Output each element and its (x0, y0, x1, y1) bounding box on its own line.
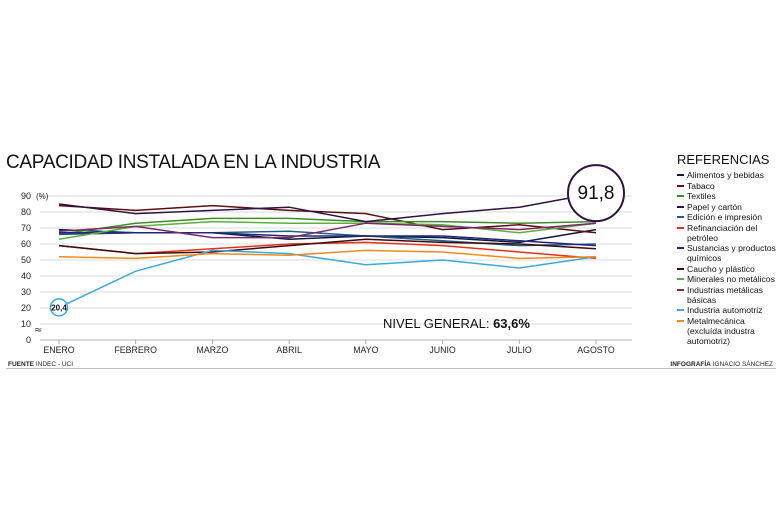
footer-divider (6, 368, 776, 369)
legend-label: Textiles (687, 191, 716, 201)
legend-label: Tabaco (687, 180, 715, 191)
legend-swatch (677, 184, 684, 187)
legend-swatch (677, 267, 684, 270)
x-tick-label: JULIO (507, 345, 532, 355)
legend-swatch (677, 247, 684, 249)
legend-item: Papel y cartón (677, 202, 781, 212)
legend-item: Sustancias y productos químicos (677, 243, 781, 263)
x-tick-label: MAYO (353, 345, 378, 355)
y-tick-label: 90 (21, 191, 31, 201)
min-value-label: 20,4 (51, 303, 67, 312)
legend-label: Refinanciación del petróleo (687, 222, 758, 243)
y-tick-label: 70 (21, 223, 31, 233)
legend-label: Metalmecánica (excluída industra automot… (687, 315, 755, 346)
legend-item: Refinanciación del petróleo (677, 223, 781, 243)
series-line (58, 222, 597, 239)
legend-item: Industria automotriz (677, 305, 781, 315)
credit-label: INFOGRAFÍA (670, 361, 711, 368)
y-tick-label: 40 (21, 271, 31, 281)
legend-swatch (677, 216, 684, 218)
legend-swatch (677, 226, 684, 229)
x-tick-label: ENERO (43, 345, 74, 355)
legend-label: Alimentos y bebidas (687, 170, 764, 180)
legend-swatch (677, 174, 684, 176)
legend-swatch (677, 319, 684, 322)
axis-break-mark: ≈ (34, 325, 42, 336)
legend-item: Alimentos y bebidas (677, 170, 781, 180)
x-tick-label: FEBRERO (114, 345, 157, 355)
min-highlight-circle (49, 298, 69, 317)
legend: REFERENCIAS Alimentos y bebidas Tabaco Tex… (677, 152, 781, 346)
series-line (59, 232, 597, 247)
credit-text: IGNACIO SÁNCHEZ (712, 361, 773, 368)
source-text: INDEC - UCI (35, 361, 74, 368)
legend-swatch (677, 195, 684, 197)
source-note: FUENTE INDEC - UCI (8, 361, 73, 368)
y-tick-label: 20 (21, 303, 31, 313)
legend-label: Caucho y plástico (687, 263, 755, 274)
legend-label: Industrias metálicas básicas (687, 284, 763, 305)
series-line (58, 238, 597, 255)
legend-item: Tabaco (677, 181, 781, 191)
legend-label: Edición e impresión (687, 212, 762, 222)
x-tick-label: ABRIL (276, 345, 302, 355)
legend-title: REFERENCIAS (677, 152, 770, 167)
chart-title: CAPACIDAD INSTALADA EN LA INDUSTRIA (6, 152, 381, 173)
nivel-general-annotation: NIVEL GENERAL: 63,6% (383, 316, 530, 331)
y-tick-label: 30 (21, 287, 31, 297)
legend-label: Industria automotriz (687, 305, 763, 315)
series-line (58, 192, 597, 223)
y-tick-label: 0 (26, 335, 31, 345)
legend-label: Minerales no metálicos (687, 274, 775, 284)
max-value-label: 91,8 (578, 183, 615, 204)
nivel-general-label: NIVEL GENERAL: (383, 316, 493, 331)
legend-item: Caucho y plástico (677, 264, 781, 274)
legend-label: Sustancias y productos químicos (687, 243, 776, 263)
series-line (58, 204, 597, 234)
legend-swatch (677, 205, 684, 208)
y-tick-label: 80 (21, 207, 31, 217)
credit-note: INFOGRAFÍA IGNACIO SÁNCHEZ (670, 361, 773, 368)
y-tick-label: 50 (21, 255, 31, 265)
series-line (58, 220, 597, 240)
series-line (58, 217, 597, 236)
legend-swatch (677, 288, 684, 291)
x-tick-label: JUNIO (429, 345, 456, 355)
x-tick-label: MARZO (197, 345, 229, 355)
x-tick-label: AGOSTO (577, 345, 615, 355)
legend-swatch (677, 278, 684, 280)
series-line (58, 249, 597, 309)
max-highlight-circle (567, 164, 625, 223)
legend-swatch (677, 309, 684, 311)
y-tick-label: 60 (21, 239, 31, 249)
legend-item: Edición e impresión (677, 212, 781, 222)
legend-item: Minerales no metálicos (677, 274, 781, 284)
y-tick-label: 10 (21, 319, 31, 329)
source-label: FUENTE (8, 361, 34, 368)
legend-label: Papel y cartón (687, 201, 742, 212)
y-axis-unit: (%) (36, 192, 49, 201)
legend-item: Metalmecánica (excluída industra automot… (677, 316, 781, 346)
nivel-general-value: 63,6% (493, 316, 530, 331)
legend-item: Industrias metálicas básicas (677, 285, 781, 305)
legend-item: Textiles (677, 191, 781, 201)
series-line (58, 249, 597, 260)
